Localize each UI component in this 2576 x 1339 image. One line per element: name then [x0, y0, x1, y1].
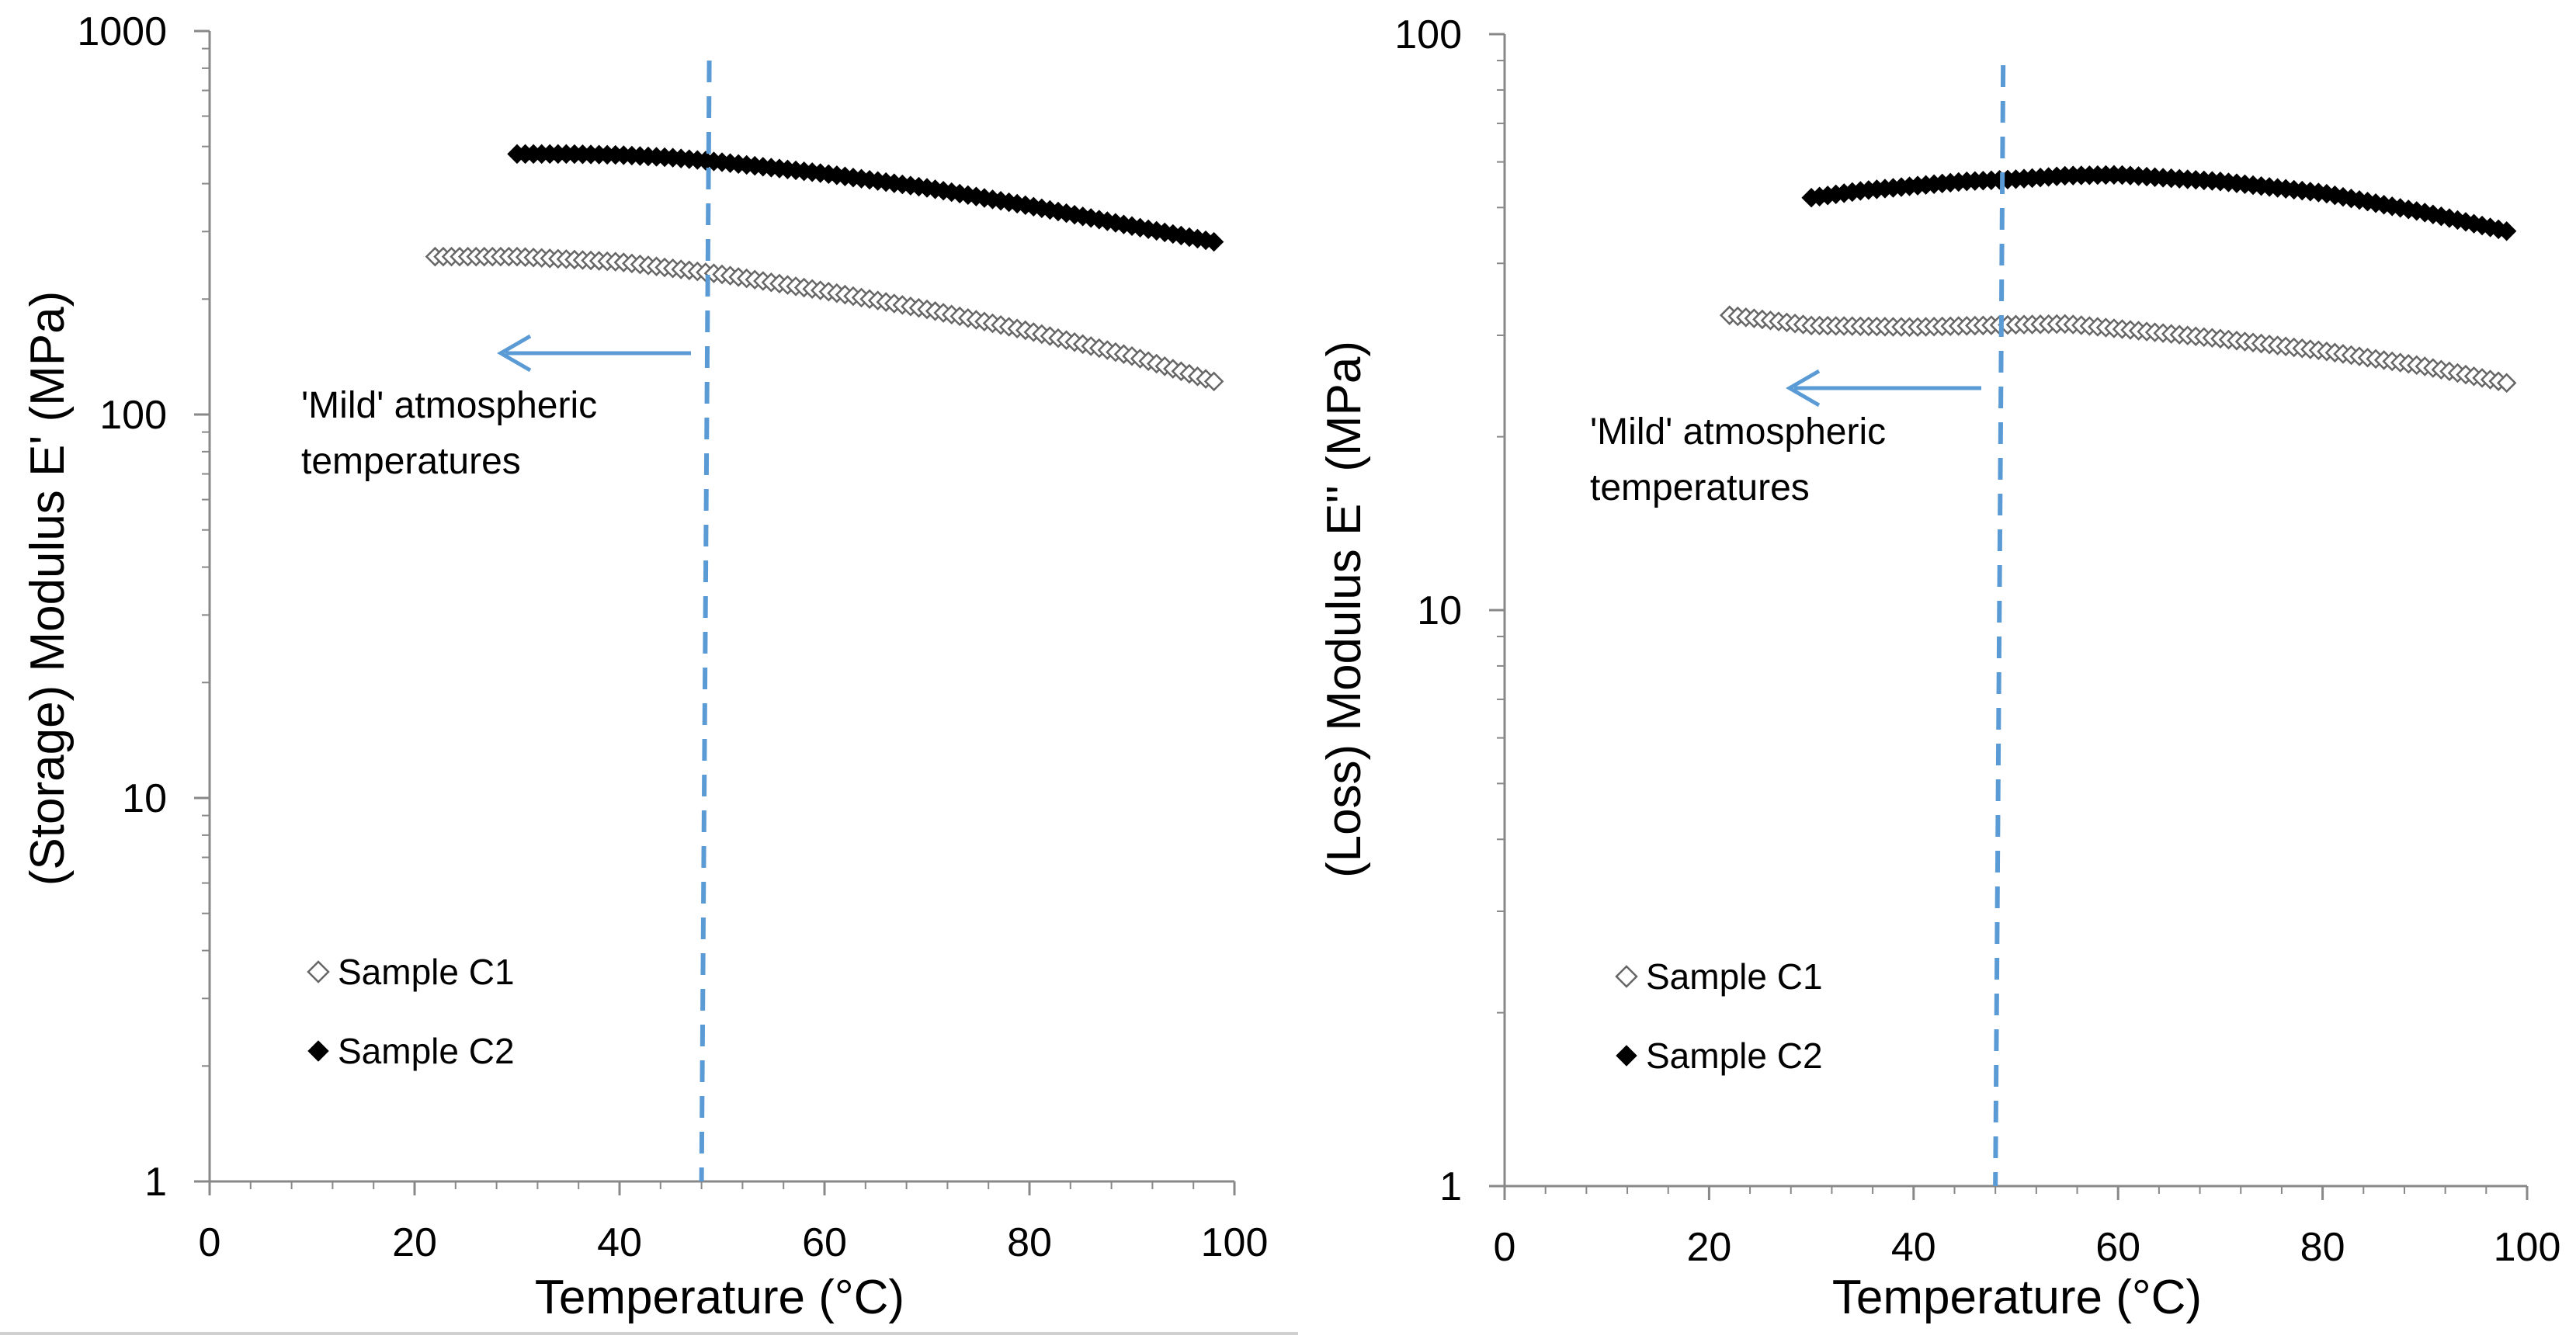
loss-x-tick-label: 20	[1686, 1225, 1731, 1270]
storage-legend-marker-c1	[307, 960, 330, 983]
storage-y-tick-label: 1000	[77, 9, 167, 54]
storage-annotation-line1: 'Mild' atmospheric	[301, 385, 597, 426]
storage-legend-label-c1: Sample C1	[338, 952, 515, 992]
loss-legend-label-c2: Sample C2	[1646, 1035, 1823, 1076]
storage-y-axis-title: (Storage) Modulus E' (MPa)	[21, 291, 75, 886]
storage-plot-marks: 0 20 40 60 80 100 1 10 100 1000	[77, 9, 1268, 1265]
storage-legend-marker-c2	[307, 1040, 329, 1062]
loss-modulus-chart: 0 20 40 60 80 100 1 10 100 (Loss) Modulus E'' (M…	[1318, 12, 2560, 1324]
storage-annotation-line2: temperatures	[301, 441, 521, 482]
loss-y-tick-label: 10	[1417, 588, 1462, 633]
loss-y-tick-label: 100	[1394, 12, 1462, 57]
loss-annotation-line2: temperatures	[1590, 467, 1810, 508]
storage-c1-data-point	[1203, 371, 1224, 392]
loss-annotation-arrow-head	[1786, 369, 1821, 408]
storage-x-tick-label: 40	[597, 1220, 642, 1265]
loss-legend-label-c1: Sample C1	[1646, 956, 1823, 997]
loss-x-tick-label: 100	[2494, 1225, 2561, 1270]
loss-c2-data-point	[2496, 221, 2517, 241]
loss-x-axis-title: Temperature (°C)	[1832, 1271, 2202, 1324]
loss-reference-dashed-line	[1993, 64, 2006, 1187]
storage-reference-dashed-line	[699, 60, 712, 1182]
storage-x-tick-label: 0	[199, 1220, 221, 1265]
storage-y-tick-label: 100	[99, 393, 167, 438]
storage-modulus-chart: 0 20 40 60 80 100 1 10 100 1000 (Storage) Modulus…	[21, 9, 1268, 1324]
storage-c2-data-point	[1203, 231, 1224, 252]
loss-y-axis-title: (Loss) Modulus E'' (MPa)	[1318, 341, 1371, 878]
storage-y-tick-label: 10	[122, 776, 167, 821]
storage-x-axis-title: Temperature (°C)	[535, 1271, 904, 1324]
storage-x-tick-label: 80	[1007, 1220, 1052, 1265]
storage-x-tick-label: 60	[802, 1220, 847, 1265]
storage-x-tick-label: 20	[392, 1220, 437, 1265]
loss-annotation-line1: 'Mild' atmospheric	[1590, 411, 1886, 453]
loss-x-tick-label: 80	[2300, 1225, 2345, 1270]
loss-c1-data-point	[2496, 373, 2517, 394]
storage-x-tick-label: 100	[1201, 1220, 1269, 1265]
loss-x-tick-label: 0	[1494, 1225, 1516, 1270]
loss-plot-marks: 0 20 40 60 80 100 1 10 100	[1394, 12, 2560, 1270]
storage-y-tick-label: 1	[144, 1160, 167, 1205]
loss-x-tick-label: 60	[2095, 1225, 2140, 1270]
loss-legend-marker-c1	[1615, 965, 1638, 988]
loss-legend-marker-c2	[1616, 1045, 1637, 1067]
loss-x-tick-label: 40	[1891, 1225, 1936, 1270]
storage-legend-label-c2: Sample C2	[338, 1031, 515, 1071]
storage-annotation-arrow-head	[497, 334, 532, 373]
loss-y-tick-label: 1	[1439, 1164, 1462, 1209]
